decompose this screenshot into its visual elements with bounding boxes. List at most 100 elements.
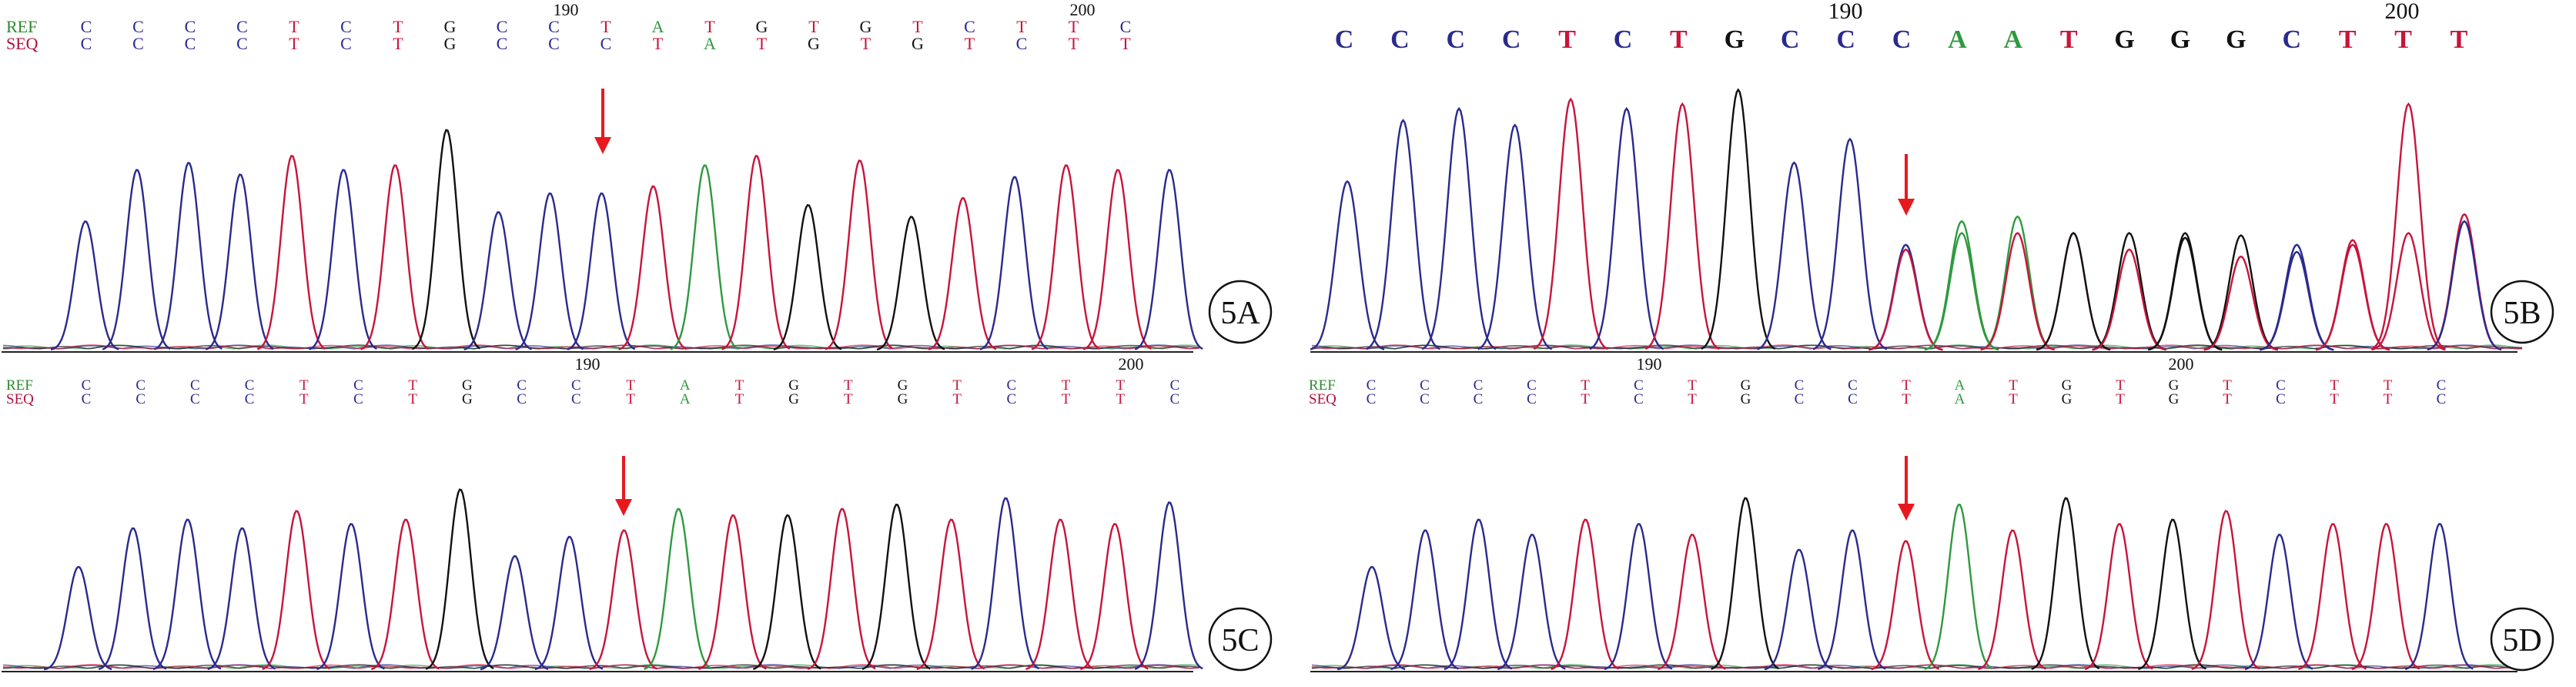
seq-base: C xyxy=(1016,34,1028,53)
peak-T xyxy=(2315,239,2390,351)
seq-base: C xyxy=(2437,391,2447,407)
peak-C xyxy=(1764,548,1833,671)
peak-C xyxy=(153,162,222,350)
ref-base: C xyxy=(1170,377,1180,394)
peak-A xyxy=(670,164,739,350)
panel-label-circle xyxy=(1208,607,1273,672)
peak-C xyxy=(1589,106,1664,350)
ref-base: T xyxy=(2009,377,2018,394)
peak-G xyxy=(2203,234,2279,351)
peak-G xyxy=(425,488,494,670)
panel-label: 5D xyxy=(2502,623,2541,659)
ref-base: C xyxy=(571,377,581,394)
secondary-peak-C xyxy=(2260,243,2334,351)
ref-base: C xyxy=(185,17,196,36)
seq-base: T xyxy=(1688,391,1697,407)
peak-T xyxy=(1533,97,1608,350)
peak-T xyxy=(1082,169,1152,350)
seq-base: T xyxy=(393,34,403,53)
position-tick-label: 200 xyxy=(2169,354,2194,374)
seq-base: G xyxy=(2226,25,2246,54)
seq-base: C xyxy=(135,391,146,407)
seq-base: T xyxy=(965,34,975,53)
seq-base: T xyxy=(2330,391,2339,407)
peak-C xyxy=(1337,565,1406,671)
peak-G xyxy=(1701,88,1776,350)
peak-T xyxy=(825,159,894,350)
peak-T xyxy=(2351,522,2420,671)
seq-base: T xyxy=(2223,391,2232,407)
position-tick-label: 190 xyxy=(1828,0,1863,24)
seq-base: C xyxy=(1795,391,1805,407)
peak-C xyxy=(50,220,119,351)
seq-base: C xyxy=(82,391,92,407)
seq-base: T xyxy=(757,34,768,53)
peak-A xyxy=(1924,220,1999,351)
peak-G xyxy=(1711,497,1780,670)
peak-T xyxy=(1978,529,2046,671)
seq-base: T xyxy=(1581,391,1590,407)
peak-C xyxy=(567,192,636,350)
peak-C xyxy=(1604,522,1673,671)
ref-base: T xyxy=(808,17,819,36)
panel-5b: 190 200 C C C C T C T G C C C A A T G G G C T T T 5B xyxy=(1310,0,2554,353)
ref-base: C xyxy=(132,17,144,36)
peak-C xyxy=(1497,533,1566,671)
peak-T xyxy=(1031,164,1100,350)
ref-base: C xyxy=(2437,377,2447,394)
peak-C xyxy=(1477,123,1553,350)
seq-base: T xyxy=(653,34,664,53)
seq-base: C xyxy=(1170,391,1180,407)
peak-C xyxy=(971,497,1040,670)
ref-base: T xyxy=(299,377,309,394)
ref-base: T xyxy=(704,17,715,36)
secondary-peak-G xyxy=(2148,236,2223,351)
seq-base: G xyxy=(2170,25,2190,54)
seq-base: T xyxy=(861,34,871,53)
peak-C xyxy=(534,535,604,671)
peak-C xyxy=(152,518,222,670)
seq-base: T xyxy=(1902,391,1911,407)
peak-C xyxy=(308,169,377,350)
peak-T xyxy=(1644,102,1720,350)
ref-base: G xyxy=(788,377,799,394)
ref-row-label: REF xyxy=(1309,377,1336,394)
peak-G xyxy=(752,514,821,670)
ref-base: T xyxy=(2384,377,2393,394)
secondary-peak-A xyxy=(1924,232,1999,351)
ref-base: C xyxy=(1634,377,1644,394)
seq-base: A xyxy=(2004,25,2023,54)
ref-base: C xyxy=(1367,377,1377,394)
ref-base: C xyxy=(82,377,92,394)
ref-base: T xyxy=(393,17,403,36)
ref-base: T xyxy=(601,17,611,36)
seq-base: C xyxy=(601,34,612,53)
ref-base: G xyxy=(2169,377,2180,394)
seq-row-label: SEQ xyxy=(6,391,34,407)
secondary-peak-T xyxy=(2092,248,2166,351)
peak-T xyxy=(698,514,767,670)
seq-base: C xyxy=(1335,25,1354,54)
seq-base: C xyxy=(1007,391,1017,407)
baseline-trace-G xyxy=(3,664,1200,669)
seq-base: A xyxy=(704,34,716,53)
peak-C xyxy=(1812,137,1888,350)
peak-T xyxy=(1551,518,1620,670)
mutation-arrow-icon xyxy=(1898,504,1915,521)
ref-base: T xyxy=(289,17,299,36)
ref-base: G xyxy=(860,17,872,36)
seq-base: G xyxy=(808,34,820,53)
peak-T xyxy=(807,508,876,670)
seq-base: A xyxy=(1955,391,1965,407)
position-tick-label: 200 xyxy=(1070,0,1096,19)
seq-base: G xyxy=(2114,25,2134,54)
ref-base: G xyxy=(444,17,457,36)
peak-G xyxy=(411,129,481,350)
seq-base: T xyxy=(1558,25,1576,54)
seq-base: G xyxy=(1741,391,1751,407)
seq-base: T xyxy=(626,391,635,407)
peak-C xyxy=(1390,529,1459,671)
ref-base: T xyxy=(2330,377,2339,394)
panel-label-circle xyxy=(2490,607,2554,672)
